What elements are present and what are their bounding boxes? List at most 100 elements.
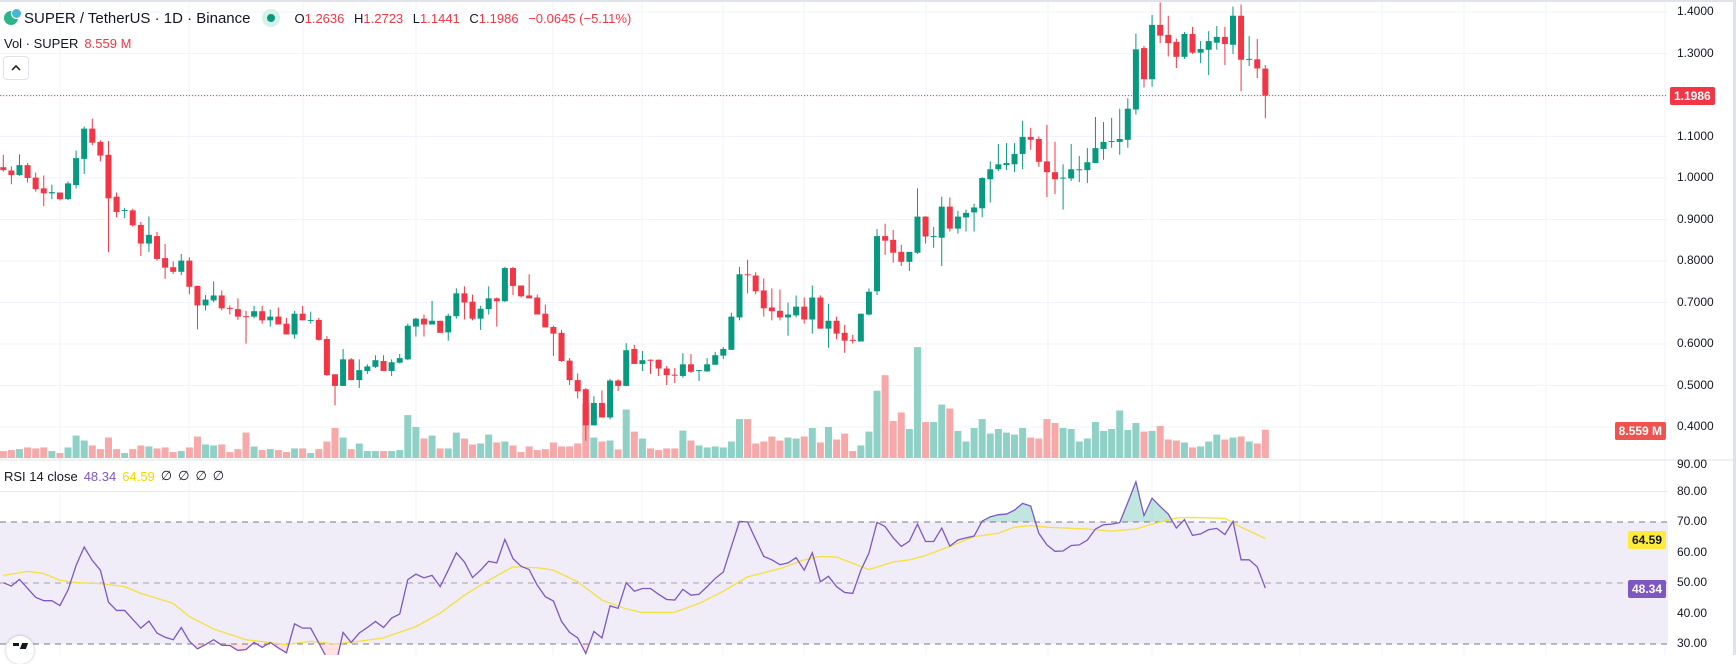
candle bbox=[679, 353, 686, 378]
candle bbox=[283, 317, 290, 335]
candle-body bbox=[752, 275, 759, 292]
candle bbox=[1140, 46, 1147, 88]
rsi-ma-line bbox=[3, 516, 1266, 646]
volume-legend-value: 8.559 M bbox=[84, 36, 132, 51]
top-border bbox=[0, 0, 1736, 2]
candle-body bbox=[1060, 177, 1067, 179]
candle-body bbox=[704, 364, 711, 372]
candle-body bbox=[607, 380, 614, 418]
rsi-overbought-fill bbox=[3, 481, 1266, 522]
candle-body bbox=[218, 295, 225, 309]
candle bbox=[752, 272, 759, 295]
market-status-icon[interactable] bbox=[262, 9, 281, 27]
candle-body bbox=[1213, 36, 1220, 43]
candle-body bbox=[882, 236, 889, 241]
rsi-tag: 48.34 bbox=[1627, 580, 1666, 599]
volume-bar bbox=[396, 450, 404, 458]
candle bbox=[267, 309, 274, 327]
candle-body bbox=[364, 366, 371, 371]
volume-bar bbox=[307, 453, 315, 458]
volume-bar bbox=[291, 448, 299, 458]
tradingview-logo[interactable] bbox=[6, 636, 34, 664]
candle-body bbox=[186, 260, 193, 287]
candle bbox=[1060, 164, 1067, 210]
rsi-legend-label: RSI 14 close bbox=[4, 468, 78, 484]
candle-body bbox=[906, 251, 913, 262]
candle bbox=[32, 172, 39, 192]
candle-body bbox=[56, 192, 63, 200]
symbol-title[interactable]: SUPER / TetherUS · 1D · Binance bbox=[24, 9, 251, 27]
volume-bar bbox=[477, 443, 485, 458]
candle-body bbox=[1238, 15, 1245, 60]
volume-bar bbox=[299, 448, 307, 458]
candle-body bbox=[849, 339, 856, 341]
volume-bar bbox=[1091, 422, 1099, 458]
candle-body bbox=[938, 206, 945, 238]
volume-bar bbox=[1253, 443, 1261, 458]
candle bbox=[275, 307, 282, 325]
collapse-legend-button[interactable] bbox=[3, 56, 29, 80]
candle-body bbox=[331, 374, 338, 386]
candle-body bbox=[1092, 148, 1099, 164]
candle-body bbox=[315, 319, 322, 340]
candle bbox=[623, 343, 630, 386]
candle-body bbox=[542, 313, 549, 328]
candle-body bbox=[1132, 49, 1139, 110]
candle bbox=[720, 346, 727, 359]
volume-bar bbox=[622, 409, 630, 458]
symbol-legend: SUPER / TetherUS · 1D · Binance O1.2636 … bbox=[4, 8, 631, 27]
candle-body bbox=[137, 224, 144, 244]
candle bbox=[234, 298, 241, 320]
volume-bar bbox=[1245, 441, 1253, 458]
candle-body bbox=[202, 299, 209, 306]
candle-body bbox=[404, 325, 411, 360]
candle bbox=[348, 358, 355, 381]
volume-bar bbox=[857, 445, 865, 458]
candle bbox=[1108, 117, 1115, 148]
volume-bar bbox=[1116, 410, 1124, 458]
candle bbox=[574, 373, 581, 399]
candle-body bbox=[1035, 138, 1042, 162]
volume-bar bbox=[687, 440, 695, 458]
volume-bar bbox=[938, 404, 946, 458]
candle bbox=[590, 396, 597, 426]
candle-body bbox=[234, 309, 241, 317]
candle-body bbox=[1165, 34, 1172, 44]
candle-body bbox=[1019, 136, 1026, 154]
candle-body bbox=[890, 239, 897, 253]
rsi-legend[interactable]: RSI 14 close 48.34 64.59 ∅ ∅ ∅ ∅ bbox=[4, 468, 224, 484]
right-border bbox=[1733, 0, 1736, 655]
candle-body bbox=[210, 295, 217, 301]
volume-bar bbox=[412, 426, 420, 458]
candle-body bbox=[825, 320, 832, 329]
candle-body bbox=[639, 360, 646, 364]
candle-body bbox=[954, 216, 961, 229]
volume-legend[interactable]: Vol · SUPER 8.559 M bbox=[4, 36, 131, 51]
price-tick-label: 1.4000 bbox=[1677, 4, 1714, 18]
candle-body bbox=[663, 368, 670, 376]
volume-bar bbox=[711, 446, 719, 458]
volume-bar bbox=[663, 448, 671, 458]
volume-bar bbox=[1172, 440, 1180, 458]
candle bbox=[429, 300, 436, 325]
candle-body bbox=[776, 310, 783, 318]
candle-body bbox=[372, 360, 379, 367]
price-tick-label: 0.7000 bbox=[1677, 294, 1714, 309]
rsi-tick-label: 40.00 bbox=[1677, 605, 1708, 620]
volume-bar bbox=[994, 428, 1002, 458]
volume-bar bbox=[1124, 429, 1132, 458]
candle bbox=[1189, 26, 1196, 54]
candle bbox=[1019, 120, 1026, 170]
chevron-up-icon bbox=[11, 65, 21, 71]
candle bbox=[1221, 26, 1228, 66]
volume-bar bbox=[347, 449, 355, 458]
candle-body bbox=[89, 128, 96, 143]
candle-body bbox=[1027, 136, 1034, 140]
volume-bar bbox=[509, 445, 517, 458]
volume-bar bbox=[841, 433, 849, 458]
volume-bar bbox=[889, 421, 897, 458]
candle-body bbox=[170, 267, 177, 272]
candle-body bbox=[299, 313, 306, 321]
candle bbox=[736, 266, 743, 321]
